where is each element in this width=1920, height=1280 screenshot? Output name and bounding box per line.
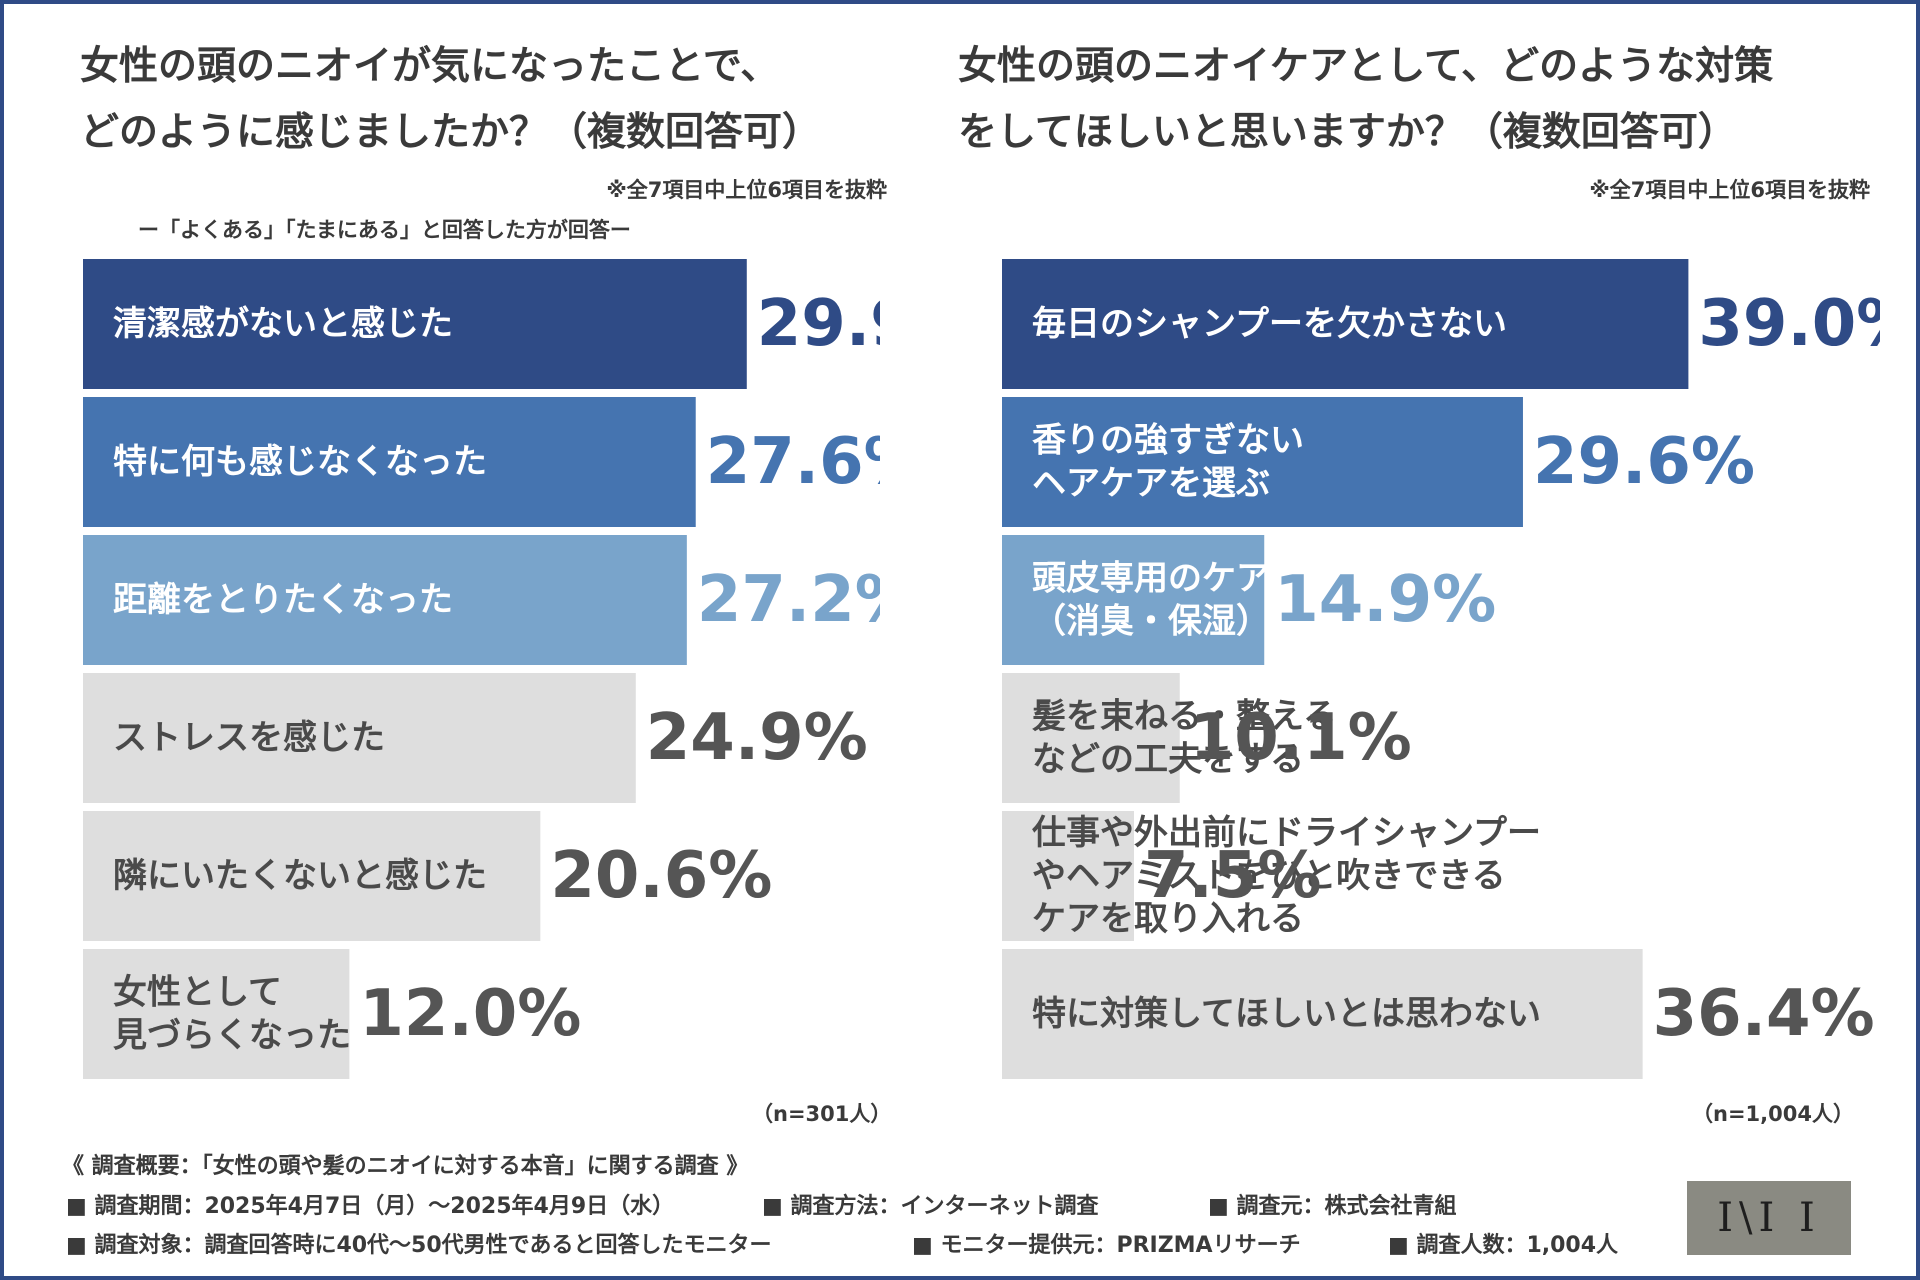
chart1-category-label-4-2: ケアを取り入れる [1032, 899, 1304, 939]
chart1-category-label-1-1: ヘアケアを選ぶ [1032, 464, 1270, 504]
left-chart-title-line-1: 女性の頭のニオイが気になったことで、 [80, 44, 780, 89]
chart0-category-label-3-0: ストレスを感じた [113, 718, 385, 758]
survey-source: ■ 調査元：株式会社青組 [1208, 1194, 1457, 1219]
monitor-provider: ■ モニター提供元：PRIZMAリサーチ [912, 1233, 1301, 1258]
chart0-bar-1 [83, 397, 696, 527]
chart1-value-label-5: 36.4% [1653, 977, 1875, 1051]
right-sample-size: （n=1,004人） [1692, 1102, 1854, 1126]
chart1-bar-2 [1002, 535, 1265, 665]
chart0-category-label-0-0: 清潔感がないと感じた [113, 304, 453, 344]
chart1-category-label-2-1: （消臭・保湿）を使う [1032, 602, 1372, 642]
company-logo: I\I I [1687, 1181, 1851, 1255]
chart1-category-label-4-1: やヘアミストをひと吹きできる [1032, 856, 1506, 896]
chart0-category-label-1-0: 特に何も感じなくなった [113, 442, 487, 482]
survey-period: ■ 調査期間：2025年4月7日（月）〜2025年4月9日（水） [66, 1194, 675, 1219]
chart1-value-label-3: 10.1% [1190, 701, 1412, 775]
chart0-category-label-2-0: 距離をとりたくなった [113, 580, 453, 620]
chart0-value-label-0: 29.9% [757, 287, 880, 361]
left-bar-chart: 清潔感がないと感じた 29.9% 特に何も感じなくなった 27.6% 距離をとりたくなっ… [83, 259, 880, 1079]
chart0-category-label-5-1: 見づらくなった [113, 1016, 351, 1056]
chart1-bar-4 [1002, 811, 1134, 941]
chart0-value-label-4: 20.6% [550, 839, 772, 913]
left-sample-size: （n=301人） [752, 1102, 892, 1126]
right-chart-title-line-1: 女性の頭のニオイケアとして、どのような対策 [958, 44, 1774, 89]
chart1-value-label-4: 7.5% [1144, 839, 1322, 913]
chart1-category-label-2-0: 頭皮専用のケア商品 [1032, 559, 1338, 599]
chart1-category-label-4-0: 仕事や外出前にドライシャンプー [1032, 813, 1541, 853]
chart0-category-label-5-0: 女性として [113, 973, 282, 1013]
company-logo-text: I\I I [1717, 1195, 1821, 1241]
chart0-bar-4 [83, 811, 541, 941]
chart0-bar-2 [83, 535, 687, 665]
chart0-bar-5 [83, 949, 350, 1079]
chart0-value-label-1: 27.6% [706, 425, 880, 499]
chart0-value-label-5: 12.0% [359, 977, 581, 1051]
left-chart-subnote: ー「よくある」「たまにある」と回答した方が回答ー [138, 218, 631, 242]
survey-summary-row-1: ■ 調査期間：2025年4月7日（月）〜2025年4月9日（水） ■ 調査方法：… [66, 1188, 1456, 1220]
chart0-bar-0 [83, 259, 747, 389]
chart0-value-label-3: 24.9% [646, 701, 868, 775]
chart1-value-label-0: 39.0% [1698, 287, 1880, 361]
chart1-bar-5 [1002, 949, 1643, 1079]
chart1-value-label-2: 14.9% [1274, 563, 1496, 637]
chart1-value-label-1: 29.6% [1533, 425, 1755, 499]
left-chart-title-line-2: どのように感じましたか？（複数回答可） [80, 110, 822, 155]
chart1-category-label-0-0: 毎日のシャンプーを欠かさない [1032, 304, 1507, 344]
chart1-bar-3 [1002, 673, 1180, 803]
survey-summary-heading: 《 調査概要：「女性の頭や髪のニオイに対する本音」に関する調査 》 [62, 1154, 749, 1179]
chart1-category-label-1-0: 香りの強すぎない [1032, 421, 1304, 461]
survey-summary-row-2: ■ 調査対象：調査回答時に40代〜50代男性であると回答したモニター ■ モニタ… [66, 1227, 1618, 1259]
chart1-category-label-5-0: 特に対策してほしいとは思わない [1032, 994, 1541, 1034]
chart1-bar-0 [1002, 259, 1689, 389]
left-chart-note: ※全7項目中上位6項目を抜粋 [606, 178, 887, 202]
survey-method: ■ 調査方法：インターネット調査 [762, 1194, 1099, 1219]
chart1-category-label-3-0: 髪を束ねる・整える [1032, 697, 1337, 737]
chart0-category-label-4-0: 隣にいたくないと感じた [113, 856, 487, 896]
survey-count: ■ 調査人数：1,004人 [1388, 1233, 1619, 1258]
chart0-value-label-2: 27.2% [697, 563, 880, 637]
chart1-category-label-3-1: などの工夫をする [1032, 740, 1304, 780]
survey-target: ■ 調査対象：調査回答時に40代〜50代男性であると回答したモニター [66, 1233, 772, 1258]
right-chart-title-line-2: をしてほしいと思いますか？（複数回答可） [958, 110, 1737, 155]
right-chart-note: ※全7項目中上位6項目を抜粋 [1589, 178, 1870, 202]
chart0-bar-3 [83, 673, 636, 803]
chart1-bar-1 [1002, 397, 1523, 527]
